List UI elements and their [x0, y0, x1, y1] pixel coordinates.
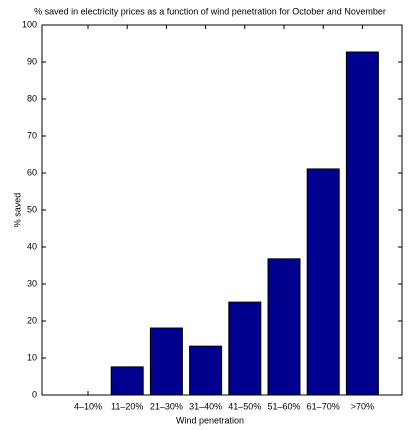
x-tick-label: >70%	[351, 401, 374, 411]
x-tick-label: 11–20%	[111, 401, 143, 411]
y-tick-label: 60	[27, 167, 37, 177]
x-tick-label: 41–50%	[228, 401, 261, 411]
plot-frame	[41, 24, 403, 396]
y-tick-label: 0	[32, 389, 37, 399]
bar	[110, 366, 144, 396]
bar	[345, 51, 379, 396]
bar	[228, 301, 262, 396]
y-tick-label: 70	[27, 130, 37, 140]
x-tick-label: 31–40%	[189, 401, 222, 411]
chart-title: % saved in electricity prices as a funct…	[34, 6, 386, 16]
x-tick-label: 21–30%	[150, 401, 183, 411]
y-tick-label: 100	[22, 19, 37, 29]
x-axis-label: Wind penetration	[176, 415, 244, 425]
bar	[267, 258, 301, 396]
y-tick-label: 80	[27, 93, 37, 103]
bar	[306, 168, 340, 396]
y-tick-label: 10	[27, 352, 37, 362]
y-tick-label: 90	[27, 56, 37, 66]
x-tick-label: 61–70%	[307, 401, 340, 411]
y-tick-label: 30	[27, 278, 37, 288]
bar	[189, 345, 223, 396]
bar	[149, 327, 183, 396]
x-tick-label: 4–10%	[74, 401, 102, 411]
y-tick-label: 40	[27, 241, 37, 251]
x-tick-label: 51–60%	[267, 401, 300, 411]
y-tick-label: 50	[27, 204, 37, 214]
y-axis-label: % saved	[12, 193, 22, 228]
y-tick-label: 20	[27, 315, 37, 325]
